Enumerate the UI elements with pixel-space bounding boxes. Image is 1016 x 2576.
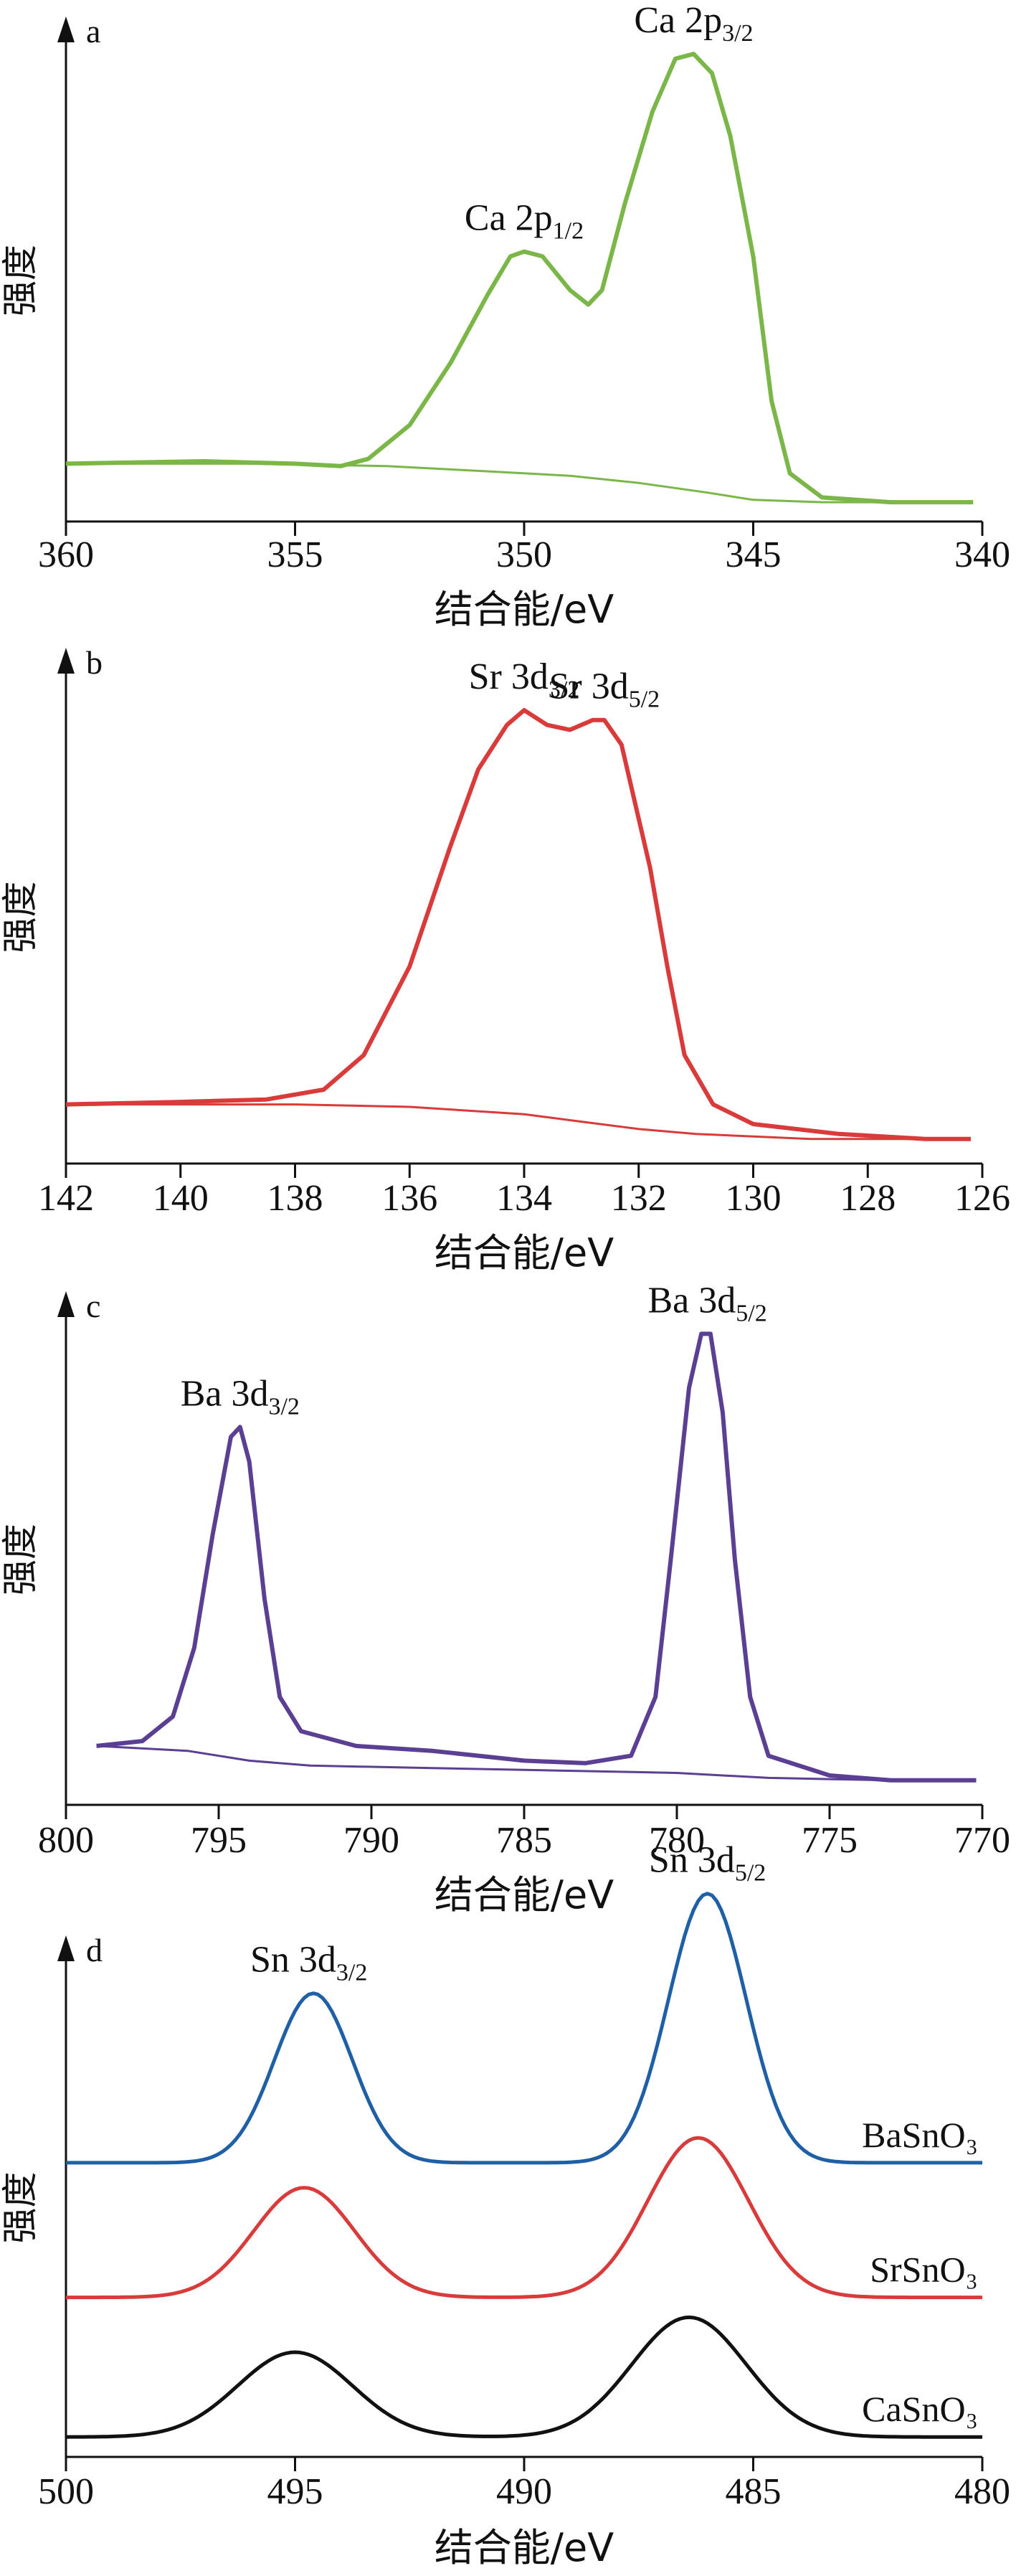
peak-annotation: Ca 2p1/2: [465, 198, 584, 245]
series-label: SrSnO₃: [870, 2250, 978, 2290]
y-axis-arrowhead: [57, 1935, 75, 1961]
x-axis-label: 结合能/eV: [435, 1230, 614, 1275]
x-tick-label: 785: [496, 1820, 552, 1861]
x-tick-label: 355: [267, 534, 323, 575]
peak-annotation: Ba 3d3/2: [181, 1373, 300, 1420]
x-tick-label: 132: [611, 1178, 667, 1219]
x-axis-label: 结合能/eV: [435, 2525, 614, 2570]
x-axis-label: 结合能/eV: [435, 587, 614, 632]
panel-label: c: [86, 1288, 100, 1324]
spectrum-line: [65, 52, 974, 505]
panel-label: d: [86, 1932, 103, 1968]
x-tick-label: 480: [954, 2471, 1010, 2512]
series-label: BaSnO₃: [862, 2115, 978, 2155]
x-tick-label: 490: [496, 2471, 552, 2512]
series-line-BaSnO₃: [66, 1892, 982, 2165]
x-tick-label: 142: [38, 1178, 94, 1219]
x-tick-label: 775: [802, 1820, 858, 1861]
panel-b: b 强度 142 140 138 136 134 132 130 128 126 结合能/eV Sr 3…: [0, 644, 1010, 1275]
spectrum-line: [96, 1331, 977, 1783]
panel-label: b: [86, 644, 103, 681]
panel-a: a 强度 360 355 350 345 340 结合能/eV Ca 2p3/2 Ca 2p1/2: [0, 0, 1010, 632]
peak-annotation: Sn 3d5/2: [649, 1840, 766, 1887]
y-axis-label: 强度: [0, 2172, 41, 2244]
x-tick-label: 134: [496, 1178, 552, 1219]
panel-d: d 强度 500 495 490 485 480 结合能/eV BaSnO₃ SrSnO₃ CaSn…: [0, 1840, 1010, 2570]
y-axis-label: 强度: [0, 882, 41, 953]
peak-annotation: Ba 3d5/2: [647, 1280, 766, 1326]
x-tick-label: 770: [954, 1820, 1010, 1861]
peak-annotation: Ca 2p3/2: [634, 0, 753, 47]
series-label: CaSnO₃: [862, 2389, 978, 2429]
series-line-SrSnO₃: [66, 2136, 982, 2300]
x-tick-label: 138: [267, 1178, 323, 1219]
x-tick-label: 140: [153, 1178, 209, 1219]
panel-c: c 强度 800 795 790 785 780 775 770 结合能/eV Ba 3d5/2 Ba…: [0, 1280, 1010, 1917]
background-line: [66, 462, 974, 504]
y-axis-arrowhead: [57, 648, 75, 674]
panel-label: a: [86, 13, 100, 49]
x-tick-label: 340: [954, 534, 1010, 575]
x-tick-label: 136: [381, 1178, 437, 1219]
x-tick-label: 780: [649, 1820, 705, 1861]
y-axis-label: 强度: [0, 245, 41, 316]
x-tick-label: 495: [267, 2471, 323, 2512]
series-line-CaSnO₃: [65, 2315, 982, 2439]
peak-annotation: Sn 3d3/2: [250, 1940, 367, 1986]
peak-annotation: Sr 3d5/2: [549, 666, 660, 713]
x-tick-label: 500: [38, 2471, 94, 2512]
x-tick-label: 800: [38, 1820, 94, 1861]
x-tick-label: 360: [38, 534, 94, 575]
y-axis-label: 强度: [0, 1524, 41, 1595]
x-tick-label: 128: [840, 1178, 896, 1219]
x-tick-label: 790: [343, 1820, 399, 1861]
background-line: [66, 1103, 971, 1141]
background-line: [96, 1745, 977, 1782]
y-axis-arrowhead: [57, 1291, 75, 1317]
peak-annotation: Sr 3d3/2: [469, 656, 580, 703]
x-tick-label: 345: [726, 534, 782, 575]
x-tick-label: 126: [954, 1178, 1010, 1219]
x-tick-label: 485: [726, 2471, 782, 2512]
x-tick-label: 795: [191, 1820, 247, 1861]
x-tick-label: 350: [496, 534, 552, 575]
y-axis-arrowhead: [57, 16, 75, 42]
spectrum-line: [65, 708, 971, 1141]
x-tick-label: 130: [726, 1178, 782, 1219]
x-axis-label: 结合能/eV: [435, 1872, 614, 1917]
